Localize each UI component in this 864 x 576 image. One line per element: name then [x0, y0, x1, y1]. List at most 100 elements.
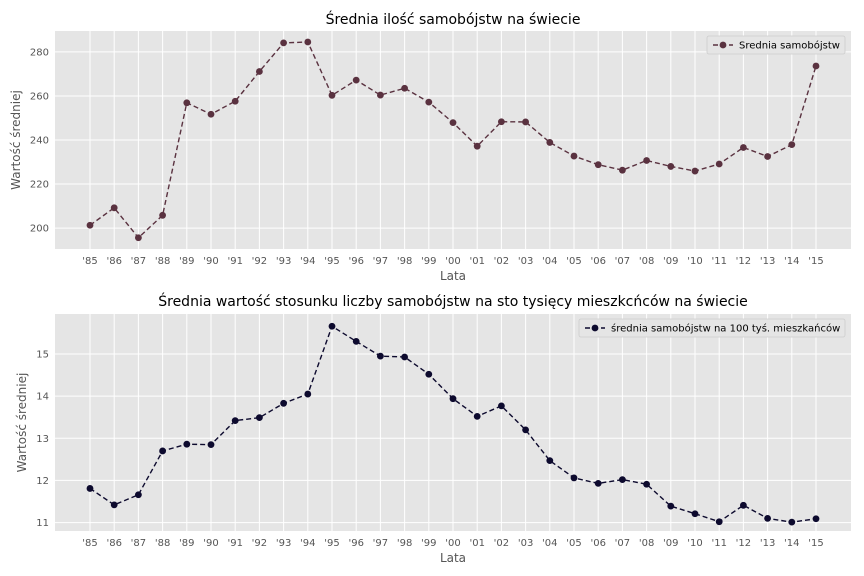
data-point: [377, 352, 384, 360]
x-tick-label: '91: [227, 256, 242, 267]
x-axis-label: Lata: [440, 269, 466, 283]
x-tick-label: '92: [252, 538, 267, 549]
x-tick-label: '90: [203, 256, 218, 267]
x-tick-label: '13: [760, 256, 775, 267]
data-point: [643, 480, 650, 488]
x-tick-label: '11: [711, 538, 726, 549]
chart-title: Średnia ilość samobójstw na świecie: [326, 10, 581, 28]
data-point: [401, 84, 408, 92]
data-point: [425, 98, 433, 106]
data-point: [764, 153, 771, 160]
data-point: [522, 118, 529, 126]
x-tick-label: '99: [421, 256, 436, 267]
y-axis-label: Wartość średniej: [15, 373, 29, 473]
x-tick-label: '96: [348, 256, 363, 267]
y-tick-label: 220: [30, 180, 49, 191]
x-tick-label: '05: [566, 538, 581, 549]
x-tick-label: '87: [131, 256, 146, 267]
legend-marker: [719, 41, 727, 49]
x-tick-label: '94: [300, 256, 315, 267]
data-point: [328, 322, 336, 330]
x-tick-label: '88: [155, 256, 170, 267]
x-tick-label: '93: [276, 538, 291, 549]
data-point: [207, 441, 215, 449]
x-tick-label: '14: [784, 538, 799, 549]
data-point: [788, 141, 796, 149]
data-point: [159, 211, 167, 219]
x-tick-label: '96: [348, 538, 363, 549]
x-tick-label: '02: [494, 538, 509, 549]
data-point: [377, 91, 384, 99]
x-tick-label: '03: [518, 538, 533, 549]
y-tick-label: 12: [36, 476, 49, 487]
x-tick-label: '89: [179, 538, 194, 549]
data-point: [231, 417, 239, 425]
data-point: [280, 399, 287, 407]
data-point: [643, 157, 650, 164]
data-point: [110, 501, 118, 509]
data-point: [473, 412, 481, 420]
data-point: [110, 204, 118, 212]
data-point: [352, 76, 360, 84]
data-point: [667, 163, 675, 170]
data-point: [788, 518, 796, 526]
x-tick-label: '09: [663, 256, 678, 267]
x-tick-label: '97: [373, 256, 388, 267]
data-point: [231, 97, 239, 105]
y-tick-label: 200: [30, 224, 49, 235]
x-tick-label: '07: [615, 256, 630, 267]
x-tick-label: '03: [518, 256, 533, 267]
data-point: [715, 160, 723, 168]
x-tick-label: '09: [663, 538, 678, 549]
x-tick-label: '01: [469, 538, 484, 549]
data-point: [328, 91, 336, 99]
data-point: [280, 39, 287, 47]
data-point: [498, 118, 505, 126]
x-tick-label: '97: [373, 538, 388, 549]
chart-title: Średnia wartość stosunku liczby samobójs…: [158, 292, 748, 310]
x-tick-label: '04: [542, 256, 557, 267]
data-point: [86, 221, 94, 229]
data-point: [546, 139, 554, 146]
y-axis-label: Wartość średniej: [9, 90, 23, 190]
x-tick-label: '02: [494, 256, 509, 267]
data-point: [473, 142, 481, 150]
x-tick-label: '98: [397, 256, 412, 267]
data-point: [570, 474, 578, 482]
x-tick-label: '94: [300, 538, 315, 549]
x-tick-label: '00: [445, 256, 460, 267]
data-point: [667, 502, 675, 510]
x-tick-label: '10: [687, 538, 702, 549]
data-point: [304, 38, 312, 46]
data-point: [256, 414, 263, 422]
y-tick-label: 280: [30, 47, 49, 58]
data-point: [691, 510, 699, 518]
data-point: [594, 479, 602, 487]
data-point: [570, 152, 578, 160]
x-tick-label: '86: [106, 256, 121, 267]
x-tick-label: '10: [687, 256, 702, 267]
x-tick-label: '95: [324, 256, 339, 267]
x-tick-label: '15: [808, 538, 823, 549]
data-point: [740, 501, 747, 509]
x-tick-label: '85: [82, 538, 97, 549]
x-tick-label: '87: [131, 538, 146, 549]
x-tick-label: '08: [639, 256, 654, 267]
y-tick-label: 15: [36, 350, 49, 361]
x-tick-label: '91: [227, 538, 242, 549]
y-tick-label: 240: [30, 136, 49, 147]
x-tick-label: '12: [736, 256, 751, 267]
y-tick-label: 260: [30, 91, 49, 102]
x-tick-label: '88: [155, 538, 170, 549]
data-point: [256, 68, 263, 75]
data-point: [449, 395, 457, 403]
data-point: [425, 370, 433, 378]
data-point: [715, 518, 723, 526]
data-point: [546, 457, 554, 465]
x-tick-label: '14: [784, 256, 799, 267]
x-tick-label: '07: [615, 538, 630, 549]
data-point: [183, 99, 191, 107]
data-point: [498, 402, 505, 410]
data-point: [304, 390, 312, 398]
